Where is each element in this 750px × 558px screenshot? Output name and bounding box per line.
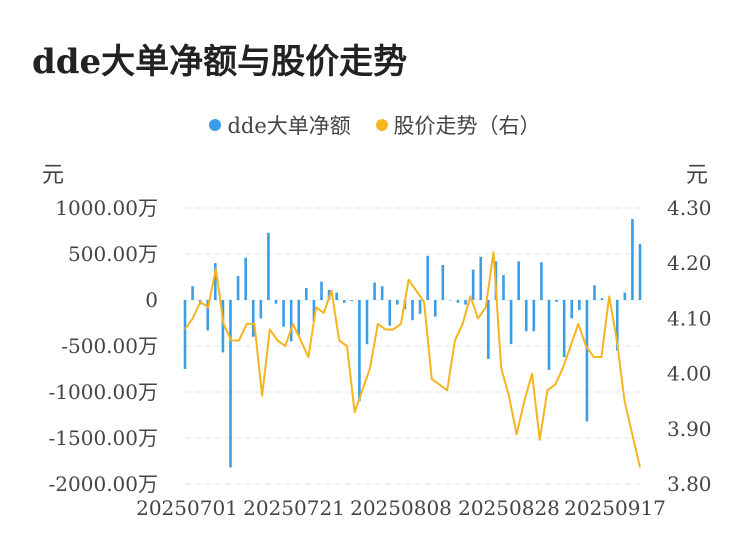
dde-bar	[479, 256, 483, 300]
dde-bar	[524, 300, 528, 332]
dde-bar	[320, 281, 323, 300]
dde-bar	[380, 286, 384, 300]
dde-bar	[214, 263, 217, 300]
dde-bar	[600, 298, 604, 300]
legend-label-dde: dde大单净额	[227, 114, 351, 138]
x-tick-label: 20250721	[243, 496, 345, 520]
right-tick-label: 4.20	[667, 251, 712, 275]
dde-bar	[388, 300, 392, 326]
dde-bar	[358, 300, 361, 402]
chart-title: dde大单净额与股价走势	[32, 42, 408, 82]
x-tick-label: 20250917	[564, 496, 666, 520]
left-tick-label: 1000.00万	[55, 196, 158, 220]
dde-bar	[335, 292, 338, 300]
dde-bar	[509, 300, 513, 345]
dde-bar	[244, 257, 247, 300]
dde-bar	[297, 300, 301, 335]
dde-bar	[251, 300, 255, 337]
dde-bar	[615, 300, 619, 351]
dde-bar	[433, 300, 437, 317]
dde-bar	[418, 300, 422, 314]
legend-dot-dde	[209, 119, 222, 131]
dde-bar	[396, 300, 399, 305]
left-tick-label: -2000.00万	[49, 472, 158, 496]
right-tick-label: 4.30	[667, 196, 712, 220]
dde-bar	[373, 282, 376, 300]
right-tick-label: 4.00	[667, 362, 712, 386]
left-tick-label: 500.00万	[68, 242, 158, 266]
dde-bar	[411, 300, 414, 321]
right-axis-unit: 元	[685, 163, 708, 188]
dde-bar	[593, 285, 596, 300]
dde-bar	[259, 300, 263, 319]
x-tick-label: 20250701	[136, 496, 238, 520]
dde-bar	[191, 286, 194, 300]
legend-item-dde[interactable]: dde大单净额	[209, 110, 351, 140]
dde-bar	[578, 300, 581, 311]
price-line	[184, 251, 641, 468]
left-tick-label: -500.00万	[61, 334, 158, 358]
dde-bar	[221, 300, 225, 353]
dde-bar	[487, 300, 490, 359]
dde-bar	[540, 262, 543, 300]
right-tick-label: 4.10	[667, 306, 712, 330]
dde-bar	[585, 300, 589, 422]
x-tick-label: 20250808	[350, 496, 452, 520]
dde-bar	[631, 219, 634, 300]
dde-bar	[449, 300, 452, 301]
dde-bar	[547, 300, 551, 370]
dde-bar	[456, 300, 460, 303]
dde-bar	[562, 300, 566, 358]
x-tick-label: 20250828	[458, 496, 560, 520]
legend-label-price: 股价走势（右）	[393, 114, 541, 138]
dde-bar	[517, 261, 520, 300]
dde-bar	[638, 243, 642, 300]
dde-bar	[570, 300, 574, 319]
dde-bar	[350, 300, 354, 301]
dde-bar	[555, 300, 558, 302]
dde-bar	[282, 300, 285, 327]
legend-item-price[interactable]: 股价走势（右）	[375, 110, 541, 140]
right-tick-label: 3.90	[667, 417, 712, 441]
dde-bar	[312, 300, 316, 322]
dde-bar	[183, 300, 187, 369]
dde-bar	[441, 265, 445, 300]
dde-bar	[206, 300, 210, 331]
dde-bar	[305, 288, 308, 300]
legend-dot-price	[375, 119, 388, 131]
dde-bar	[426, 255, 429, 300]
dde-bar	[229, 300, 232, 468]
dde-bar	[267, 232, 270, 300]
dde-bar	[502, 275, 505, 300]
dde-bar	[342, 300, 346, 303]
dde-bar	[471, 269, 475, 300]
right-tick-label: 3.80	[667, 472, 712, 496]
dde-bar	[623, 292, 627, 300]
left-axis-unit: 元	[42, 163, 65, 188]
dde-bar	[274, 300, 278, 304]
dde-bar	[236, 276, 240, 300]
dde-bar	[532, 300, 536, 332]
dde-bar	[464, 300, 467, 305]
left-tick-label: -1500.00万	[49, 426, 158, 450]
dde-bar	[289, 300, 293, 342]
dde-bar	[365, 300, 369, 345]
left-tick-label: 0	[145, 288, 158, 312]
chart-legend: dde大单净额 股价走势（右）	[0, 110, 750, 140]
left-tick-label: -1000.00万	[49, 380, 158, 404]
